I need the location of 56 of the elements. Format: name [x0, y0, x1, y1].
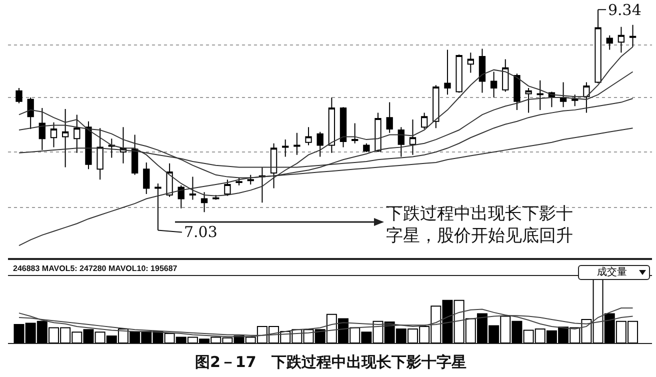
- candlestick: [131, 134, 138, 176]
- candlestick: [398, 126, 404, 158]
- candlestick: [629, 24, 636, 48]
- candlestick: [594, 9, 602, 84]
- candlestick: [154, 182, 162, 231]
- candlestick: [606, 34, 613, 50]
- candlestick: [200, 192, 208, 213]
- candlestick: [294, 132, 300, 156]
- candlestick: [352, 122, 358, 144]
- caption: 图2－17 下跌过程中出现长下影十字星: [195, 353, 466, 371]
- candlestick: [38, 108, 46, 151]
- candlestick: [420, 112, 428, 130]
- annotation: 下跌过程中出现长下影十字星，股价开始见底回升: [386, 203, 574, 247]
- candlestick: [456, 54, 462, 94]
- candlestick: [224, 179, 231, 196]
- candlestick: [178, 184, 184, 209]
- text: 成交量: [597, 266, 627, 279]
- text: 246883 MAVOL5: 247280 MAVOL10: 195687: [13, 264, 178, 273]
- candlestick: [108, 138, 115, 158]
- candlestick: [74, 114, 80, 154]
- candlestick: [583, 82, 590, 114]
- candlestick: [96, 128, 104, 180]
- candlestick: [340, 106, 347, 148]
- candlestick: [305, 126, 312, 146]
- candlestick: [467, 52, 474, 74]
- candlestick: [409, 118, 416, 156]
- candlestick: [27, 97, 34, 130]
- candlestick: [62, 108, 69, 168]
- candlestick: [328, 97, 336, 154]
- candlestick: [618, 26, 625, 54]
- candlestick: [85, 120, 92, 170]
- candlestick: [514, 73, 520, 110]
- candlestick: [536, 80, 544, 110]
- candlestick: [490, 71, 498, 98]
- candlestick: [166, 162, 173, 198]
- candlestick: [247, 174, 254, 185]
- candlestick: [478, 48, 486, 94]
- candlestick: [363, 142, 370, 152]
- candlestick: [525, 87, 532, 114]
- candlestick: [444, 49, 451, 96]
- candlestick: [270, 142, 278, 189]
- annotation: 7.03: [184, 223, 218, 241]
- candlestick: [50, 122, 58, 148]
- candlestick: [316, 131, 324, 158]
- candlestick: [189, 176, 196, 200]
- candlestick: [572, 94, 578, 107]
- candlestick: [560, 82, 567, 108]
- candlestick: [258, 166, 266, 204]
- candlestick: [502, 58, 509, 92]
- candlestick: [386, 102, 393, 134]
- candlestick: [143, 162, 150, 194]
- annotation: 9.34: [608, 1, 642, 19]
- candlestick: [282, 139, 289, 158]
- candlestick: [16, 87, 22, 104]
- candlestick: [374, 112, 382, 152]
- candlestick: [432, 84, 440, 129]
